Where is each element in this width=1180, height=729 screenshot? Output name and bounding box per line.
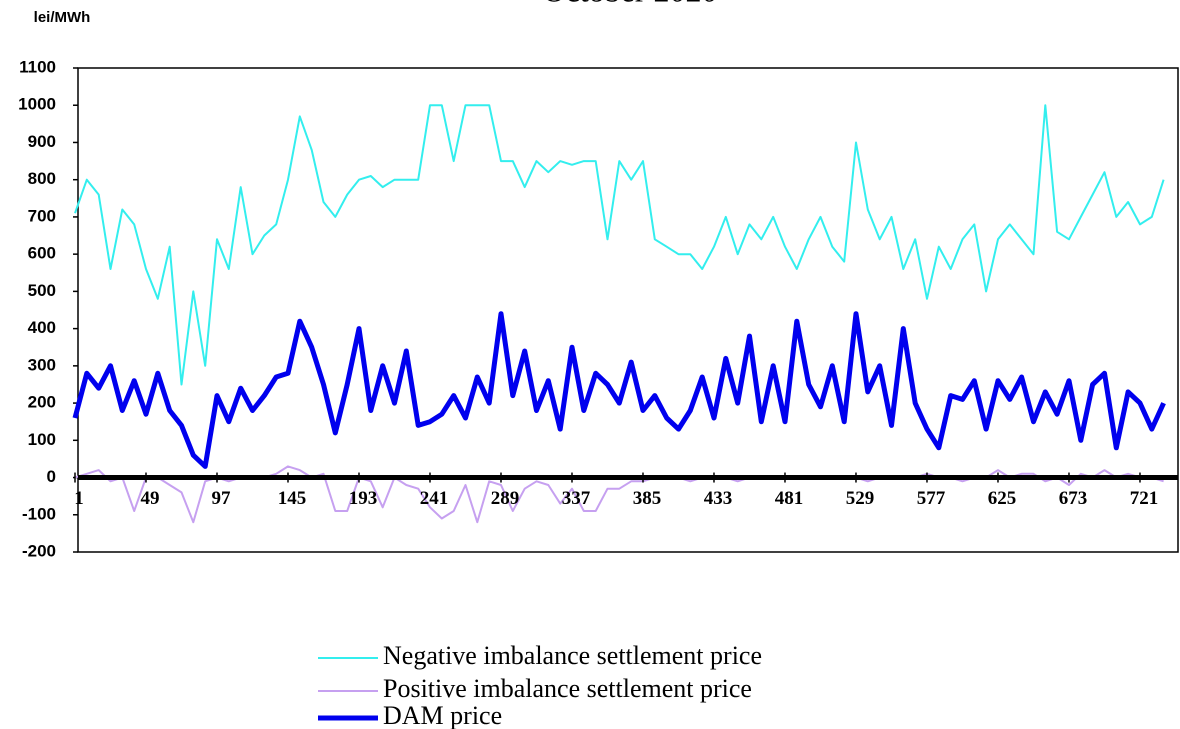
x-tick-label: 385 xyxy=(633,488,662,509)
x-tick-label: 625 xyxy=(988,488,1017,509)
y-axis-label: lei/MWh xyxy=(34,9,91,26)
x-tick-label: 337 xyxy=(562,488,591,509)
x-tick-label: 193 xyxy=(349,488,378,509)
x-tick-label: 97 xyxy=(211,488,231,509)
y-tick-label: 300 xyxy=(28,355,56,374)
x-tick-label: 289 xyxy=(491,488,520,509)
legend-label: DAM price xyxy=(383,701,502,729)
legend-label: Positive imbalance settlement price xyxy=(383,674,752,703)
y-tick-label: -100 xyxy=(22,504,56,523)
x-tick-label: 673 xyxy=(1059,488,1088,509)
y-tick-label: 800 xyxy=(28,169,56,188)
y-tick-label: 600 xyxy=(28,244,56,263)
y-tick-label: 900 xyxy=(28,132,56,151)
y-tick-label: 400 xyxy=(28,318,56,337)
y-tick-label: 1100 xyxy=(19,57,56,76)
y-tick-label: -200 xyxy=(22,541,56,560)
x-tick-label: 145 xyxy=(278,488,307,509)
x-tick-label: 49 xyxy=(140,488,159,509)
plot-frame xyxy=(77,67,1179,553)
x-tick-label: 481 xyxy=(775,488,804,509)
x-tick-label: 241 xyxy=(420,488,449,509)
legend-label: Negative imbalance settlement price xyxy=(383,641,762,670)
series-line xyxy=(74,104,1165,386)
y-tick-label: 100 xyxy=(28,430,56,449)
x-tick-label: 433 xyxy=(704,488,733,509)
series-line xyxy=(72,311,1166,469)
y-tick-label: 700 xyxy=(28,206,56,225)
y-tick-label: 200 xyxy=(28,393,56,412)
chart-title: October 2020 xyxy=(542,0,717,8)
x-tick-label: 529 xyxy=(846,488,875,509)
y-tick-label: 0 xyxy=(47,467,56,486)
x-tick-label: 1 xyxy=(74,488,84,509)
x-tick-label: 721 xyxy=(1130,488,1159,509)
x-tick-label: 577 xyxy=(917,488,946,509)
y-tick-label: 1000 xyxy=(18,95,56,114)
y-tick-label: 500 xyxy=(28,281,56,300)
